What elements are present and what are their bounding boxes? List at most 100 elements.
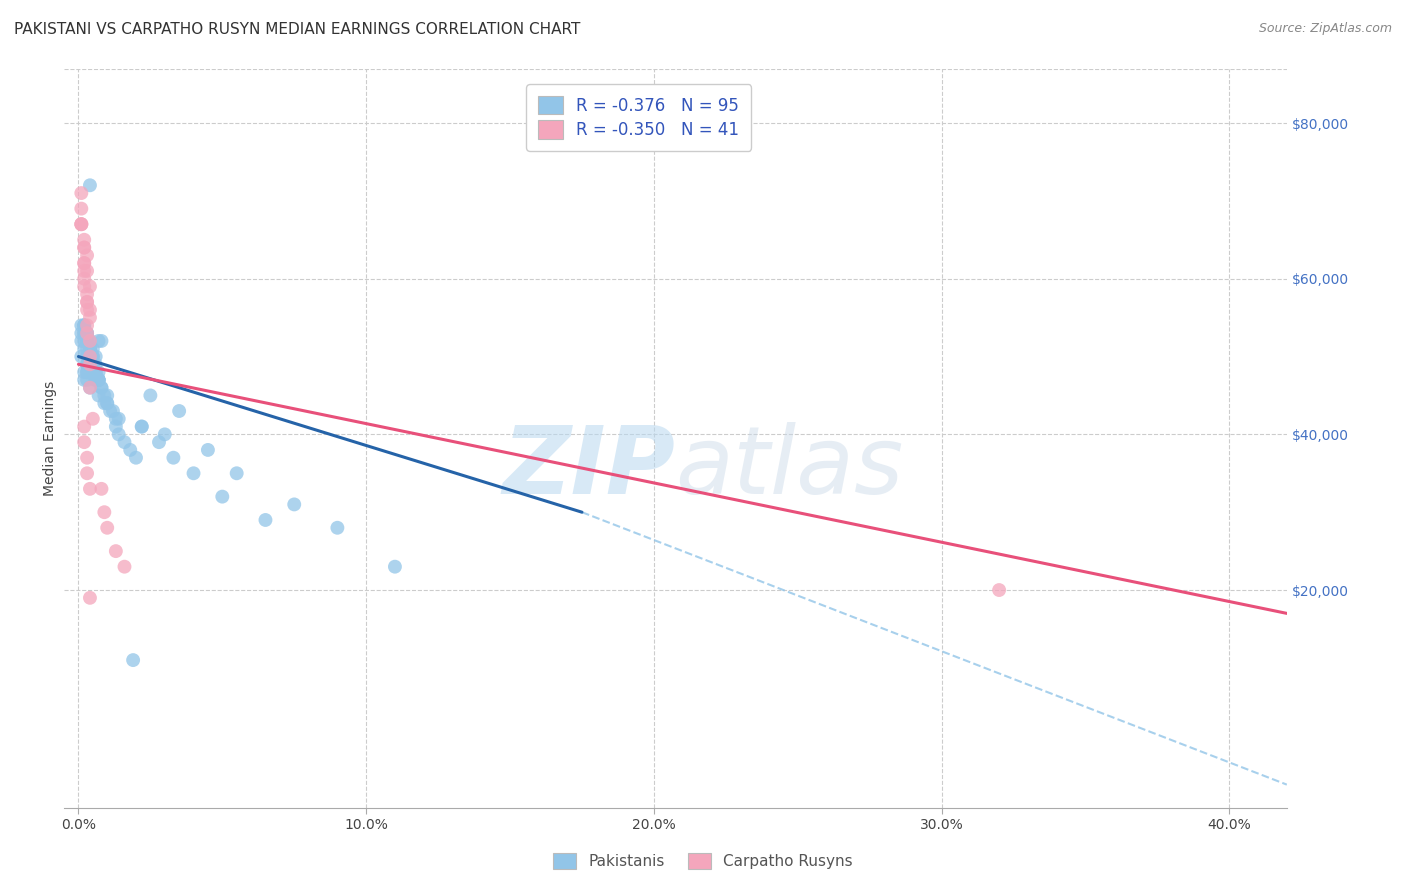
Point — [70, 217, 93, 231]
Point — [82, 350, 104, 364]
Point — [79, 334, 101, 348]
Point — [76, 287, 98, 301]
Point — [148, 435, 170, 450]
Point — [131, 419, 153, 434]
Point — [104, 544, 127, 558]
Point — [79, 279, 101, 293]
Point — [90, 381, 112, 395]
Point — [93, 396, 115, 410]
Point — [96, 396, 118, 410]
Point — [82, 357, 104, 371]
Point — [70, 334, 93, 348]
Point — [197, 442, 219, 457]
Text: PAKISTANI VS CARPATHO RUSYN MEDIAN EARNINGS CORRELATION CHART: PAKISTANI VS CARPATHO RUSYN MEDIAN EARNI… — [14, 22, 581, 37]
Point — [76, 318, 98, 333]
Point — [76, 295, 98, 310]
Point — [73, 326, 96, 341]
Point — [79, 334, 101, 348]
Point — [73, 256, 96, 270]
Point — [79, 302, 101, 317]
Point — [87, 373, 110, 387]
Point — [84, 373, 107, 387]
Point — [90, 381, 112, 395]
Point — [82, 357, 104, 371]
Point — [79, 357, 101, 371]
Point — [73, 326, 96, 341]
Point — [76, 334, 98, 348]
Point — [79, 350, 101, 364]
Point — [73, 241, 96, 255]
Point — [326, 521, 349, 535]
Point — [107, 427, 129, 442]
Point — [167, 404, 190, 418]
Point — [283, 497, 305, 511]
Point — [120, 442, 142, 457]
Point — [79, 357, 101, 371]
Point — [96, 388, 118, 402]
Point — [93, 388, 115, 402]
Point — [87, 373, 110, 387]
Point — [79, 350, 101, 364]
Point — [76, 248, 98, 262]
Point — [79, 310, 101, 325]
Point — [73, 271, 96, 285]
Text: Source: ZipAtlas.com: Source: ZipAtlas.com — [1258, 22, 1392, 36]
Point — [98, 404, 121, 418]
Text: atlas: atlas — [675, 422, 904, 513]
Point — [84, 373, 107, 387]
Point — [82, 365, 104, 379]
Point — [104, 411, 127, 425]
Point — [87, 373, 110, 387]
Point — [73, 233, 96, 247]
Point — [73, 365, 96, 379]
Point — [82, 365, 104, 379]
Point — [131, 419, 153, 434]
Point — [87, 365, 110, 379]
Point — [96, 521, 118, 535]
Point — [70, 217, 93, 231]
Point — [87, 388, 110, 402]
Point — [70, 186, 93, 200]
Point — [87, 334, 110, 348]
Point — [76, 365, 98, 379]
Point — [384, 559, 406, 574]
Point — [76, 350, 98, 364]
Point — [73, 373, 96, 387]
Point — [988, 582, 1011, 597]
Point — [96, 396, 118, 410]
Point — [76, 326, 98, 341]
Point — [76, 365, 98, 379]
Point — [90, 334, 112, 348]
Point — [82, 357, 104, 371]
Point — [79, 350, 101, 364]
Point — [84, 373, 107, 387]
Point — [76, 264, 98, 278]
Point — [101, 404, 124, 418]
Point — [79, 342, 101, 356]
Point — [82, 411, 104, 425]
Point — [76, 326, 98, 341]
Point — [122, 653, 145, 667]
Point — [139, 388, 162, 402]
Point — [82, 350, 104, 364]
Point — [107, 411, 129, 425]
Point — [82, 357, 104, 371]
Point — [73, 318, 96, 333]
Point — [79, 350, 101, 364]
Point — [73, 318, 96, 333]
Text: ZIP: ZIP — [502, 422, 675, 514]
Point — [73, 419, 96, 434]
Point — [76, 302, 98, 317]
Point — [79, 381, 101, 395]
Point — [79, 350, 101, 364]
Legend: Pakistanis, Carpatho Rusyns: Pakistanis, Carpatho Rusyns — [547, 847, 859, 875]
Point — [153, 427, 176, 442]
Point — [76, 334, 98, 348]
Point — [70, 350, 93, 364]
Point — [211, 490, 233, 504]
Point — [73, 318, 96, 333]
Point — [84, 365, 107, 379]
Point — [76, 467, 98, 481]
Point — [90, 482, 112, 496]
Point — [225, 467, 247, 481]
